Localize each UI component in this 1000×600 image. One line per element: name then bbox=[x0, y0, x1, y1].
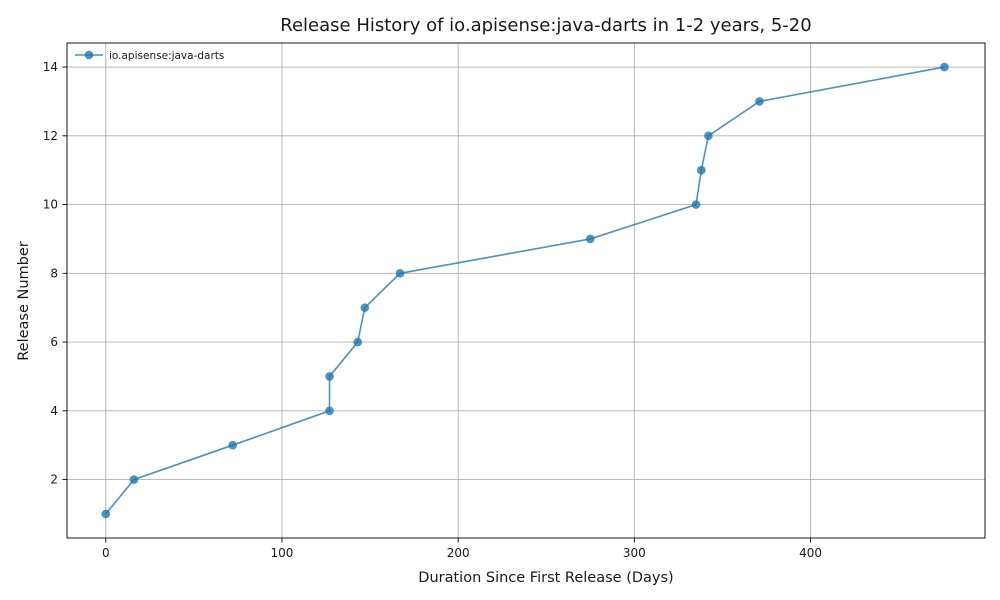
data-point bbox=[325, 372, 334, 381]
data-point bbox=[704, 131, 713, 141]
series-line bbox=[105, 66, 945, 515]
x-tick-label: 400 bbox=[799, 546, 822, 560]
y-tick-label: 14 bbox=[43, 60, 58, 74]
legend: io.apisense:java-darts bbox=[75, 50, 224, 62]
plot-frame bbox=[66, 42, 986, 539]
x-tick-label: 100 bbox=[271, 546, 294, 560]
data-point bbox=[697, 165, 706, 175]
series-layer bbox=[101, 62, 949, 519]
grid bbox=[67, 43, 985, 538]
data-point bbox=[228, 440, 237, 450]
legend-label: io.apisense:java-darts bbox=[109, 50, 224, 62]
x-tick-label: 0 bbox=[102, 546, 110, 560]
data-point bbox=[101, 509, 111, 519]
y-tick-label: 8 bbox=[50, 266, 58, 280]
legend-marker bbox=[84, 50, 94, 60]
data-point bbox=[691, 200, 701, 209]
axes: 0 100 200 300 400 2 4 6 8 10 12 14 bbox=[43, 42, 986, 560]
x-axis-label: Duration Since First Release (Days) bbox=[418, 570, 673, 586]
y-tick-label: 4 bbox=[50, 404, 58, 418]
data-point bbox=[353, 337, 363, 347]
y-axis-label: Release Number bbox=[16, 241, 32, 361]
data-point bbox=[360, 303, 370, 312]
data-point bbox=[940, 62, 949, 72]
data-point bbox=[325, 406, 334, 416]
y-tick-label: 6 bbox=[50, 335, 58, 349]
data-point bbox=[395, 269, 405, 278]
x-tick-label: 300 bbox=[623, 546, 646, 560]
data-point bbox=[755, 97, 764, 106]
data-point bbox=[586, 234, 595, 244]
y-tick-label: 12 bbox=[43, 129, 58, 143]
y-tick-label: 10 bbox=[43, 198, 58, 212]
chart-title: Release History of io.apisense:java-dart… bbox=[280, 15, 811, 36]
data-point bbox=[129, 475, 139, 484]
y-tick-label: 2 bbox=[50, 473, 58, 487]
x-tick-label: 200 bbox=[447, 546, 470, 560]
